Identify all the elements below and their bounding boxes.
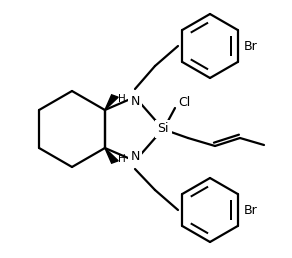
Polygon shape <box>105 148 118 163</box>
Text: Br: Br <box>244 204 258 216</box>
Text: N: N <box>130 150 140 163</box>
Text: Br: Br <box>244 39 258 52</box>
Text: N: N <box>130 95 140 108</box>
Text: Cl: Cl <box>178 96 190 109</box>
Text: H: H <box>118 154 126 164</box>
Polygon shape <box>105 95 118 110</box>
Text: Si: Si <box>157 123 169 135</box>
Text: H: H <box>118 94 126 104</box>
